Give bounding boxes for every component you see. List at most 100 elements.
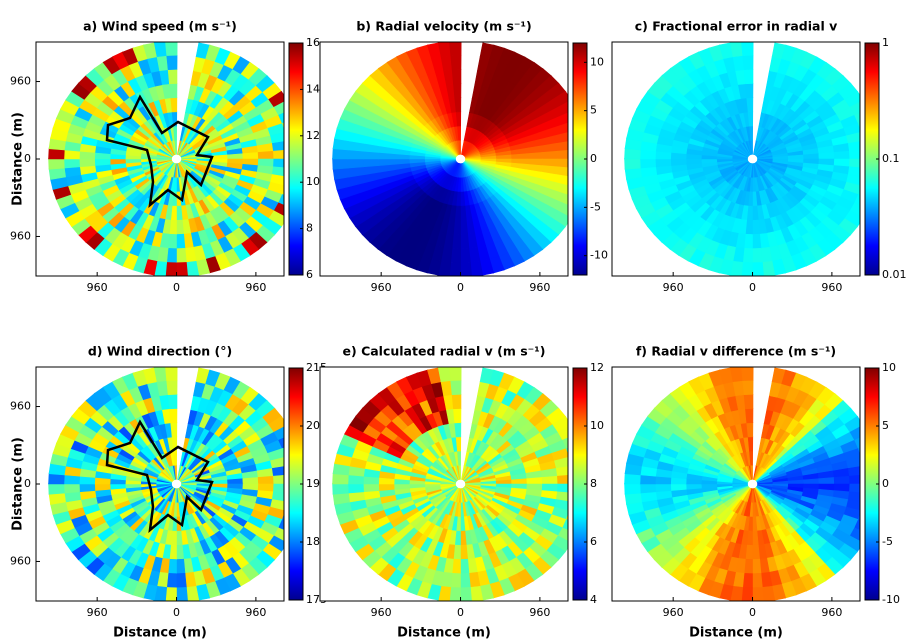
x-tick-label: 960 (87, 281, 108, 294)
field-cell (347, 158, 364, 169)
field-cell (459, 205, 467, 221)
field-cell (453, 83, 462, 99)
field-cell (741, 367, 754, 381)
field-cell (278, 194, 284, 207)
x-tick-label: 0 (457, 281, 464, 294)
colorbar-tick-label: -5 (882, 535, 893, 548)
field-cell (153, 367, 168, 383)
colorbar (288, 42, 304, 276)
field-cell (654, 158, 672, 168)
field-cell (175, 558, 186, 575)
y-axis-label: Distance (m) (11, 112, 26, 206)
x-tick-label: 960 (663, 281, 684, 294)
colorbar-tick-label: 10 (590, 55, 604, 68)
field-cell (378, 483, 395, 491)
colorbar-tick-label: 12 (590, 361, 604, 374)
x-axis-label: Distance (m) (689, 626, 783, 641)
field-cell (273, 527, 284, 543)
field (624, 42, 860, 276)
x-tick-label: 960 (821, 281, 842, 294)
panel-title: f) Radial v difference (m s⁻¹) (636, 344, 836, 359)
field-cell (469, 260, 484, 276)
field-cell (818, 477, 835, 485)
field-cell (459, 530, 467, 546)
field-cell (175, 530, 183, 546)
x-tick-label: 0 (749, 606, 756, 619)
field-cell (78, 158, 96, 168)
field-cell (846, 457, 860, 470)
field-cell (175, 587, 188, 601)
x-tick-label: 0 (173, 606, 180, 619)
field-cell (854, 112, 860, 125)
field-cell (175, 544, 185, 560)
colorbar-tick-label: 10 (306, 175, 320, 188)
x-tick-label: 960 (529, 281, 550, 294)
field (332, 367, 568, 601)
field-cell (169, 408, 178, 424)
field-cell (175, 572, 187, 589)
y-tick-label: 960 (10, 229, 31, 242)
field-cell (273, 474, 284, 485)
axes-box (319, 366, 569, 602)
field-cell (551, 123, 568, 137)
field-cell (63, 483, 80, 494)
field-cell (818, 152, 835, 160)
field-cell (854, 194, 860, 207)
field-cell (267, 123, 284, 137)
field-cell (459, 587, 472, 601)
origin (173, 155, 181, 163)
field-cell (175, 247, 187, 264)
panel-title: d) Wind direction (°) (88, 344, 232, 359)
colorbar-tick-label: 14 (306, 82, 320, 95)
field-cell (459, 262, 472, 276)
field-cell (109, 158, 126, 165)
field-cell (847, 466, 860, 478)
field-cell (167, 393, 178, 410)
field-cell (459, 558, 470, 575)
panel-title: b) Radial velocity (m s⁻¹) (356, 19, 531, 34)
field-cell (378, 158, 395, 166)
field-cell (109, 483, 126, 490)
field-cell (227, 153, 244, 160)
field-cell (833, 475, 851, 485)
field-cell (278, 437, 284, 450)
field-cell (454, 97, 462, 113)
field-cell (273, 149, 284, 160)
field-cell (469, 585, 484, 601)
field-cell (271, 141, 284, 153)
field-cell (555, 141, 568, 153)
field-cell (555, 466, 568, 478)
field-cell (175, 233, 186, 250)
field-cell (639, 483, 656, 494)
field (332, 42, 568, 276)
field-cell (362, 483, 380, 493)
field-cell (557, 101, 568, 116)
field-cell (854, 519, 860, 532)
field-cell (562, 519, 568, 532)
colorbar-tick-label: -10 (882, 593, 900, 606)
field-cell (167, 68, 178, 85)
field-cell (459, 572, 471, 589)
field-cell (451, 68, 462, 85)
field-cell (743, 68, 754, 85)
field-cell (761, 260, 776, 276)
origin (749, 480, 757, 488)
field-cell (332, 483, 349, 495)
outline (105, 419, 214, 534)
field-cell (166, 54, 178, 71)
field-cell (242, 477, 259, 485)
field-cell (639, 158, 656, 169)
panel: a) Wind speed (m s⁻¹) 960 0 960 960 0 960 Dista… (10, 19, 320, 295)
field-cell (557, 474, 568, 485)
field-cell (526, 477, 543, 485)
x-tick-label: 960 (371, 281, 392, 294)
colorbar-tick-label: 10 (590, 419, 604, 432)
x-tick-label: 960 (87, 606, 108, 619)
field-cell (751, 233, 762, 250)
field-cell (551, 448, 568, 462)
field-cell (332, 158, 349, 170)
field-cell (685, 483, 702, 490)
field-cell (459, 544, 469, 560)
x-tick-label: 960 (245, 281, 266, 294)
